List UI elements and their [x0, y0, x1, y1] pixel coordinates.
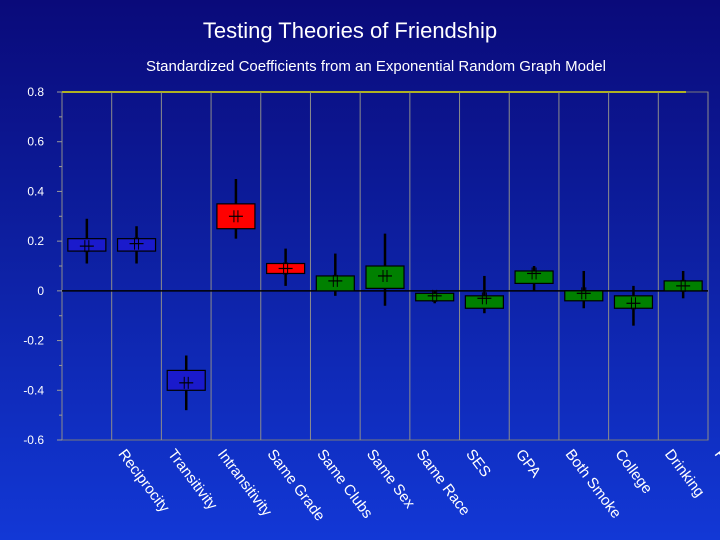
y-tick-label: 0.2	[27, 234, 44, 248]
y-tick-label: -0.2	[23, 334, 44, 348]
category-label: GPA	[512, 446, 544, 481]
y-tick-label: -0.4	[23, 383, 44, 397]
category-label: Reciprocity	[114, 446, 173, 516]
category-label: Fight	[711, 446, 720, 484]
box	[365, 265, 405, 289]
box	[315, 275, 355, 292]
y-tick-label: 0.4	[27, 184, 44, 198]
box	[514, 270, 554, 285]
box	[415, 292, 455, 302]
slide-title: Testing Theories of Friendship	[202, 18, 498, 43]
y-tick-label: 0	[37, 284, 44, 298]
category-label: College	[611, 446, 655, 497]
box	[67, 238, 107, 252]
chart-title: Standardized Coefficients from an Expone…	[146, 58, 606, 75]
box	[166, 369, 206, 391]
category-label: Drinking	[661, 446, 708, 500]
y-tick-label: -0.6	[23, 433, 44, 447]
y-tick-label: 0.6	[27, 135, 44, 149]
category-label: SES	[462, 446, 494, 480]
box	[116, 238, 157, 252]
y-tick-label: 0.8	[27, 85, 44, 99]
box	[564, 290, 604, 302]
category-label: Transitivity	[164, 446, 221, 513]
box	[464, 295, 504, 309]
box	[613, 295, 654, 309]
category-label: Same Sex	[363, 446, 419, 512]
